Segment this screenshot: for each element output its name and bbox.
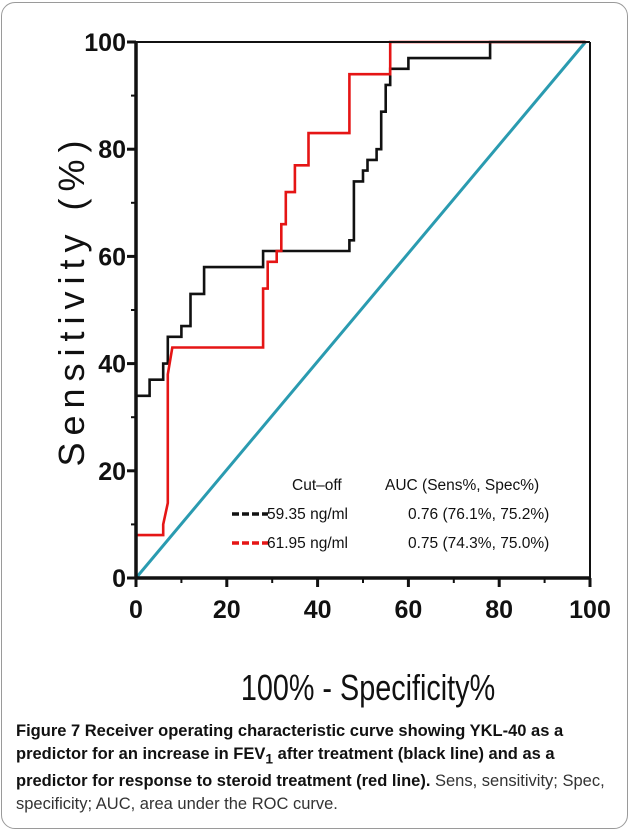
caption-title: Figure 7 Receiver operating characterist… [16, 722, 564, 791]
y-tick-label: 80 [98, 136, 126, 164]
x-tick-label: 0 [129, 596, 143, 624]
y-tick-label: 0 [112, 565, 126, 593]
x-tick-label: 20 [213, 596, 241, 624]
series-line-0 [136, 40, 586, 398]
y-tick-label: 20 [98, 458, 126, 486]
legend-auc-red: 0.75 (74.3%, 75.0%) [408, 535, 549, 552]
legend-cutoff-black: 59.35 ng/ml [267, 506, 348, 523]
caption-note: Sens, sensitivity; Spec, specificity; AU… [16, 772, 605, 814]
x-tick-label: 80 [485, 596, 513, 624]
figure-caption: Figure 7 Receiver operating characterist… [16, 720, 616, 816]
y-tick-label: 40 [98, 351, 126, 379]
legend-header-auc: AUC (Sens%, Spec%) [385, 477, 539, 494]
x-tick-label: 60 [394, 596, 422, 624]
x-tick-label: 100 [569, 596, 611, 624]
series-line-2 [134, 41, 587, 579]
y-tick-label: 60 [98, 243, 126, 271]
legend-header-cutoff: Cut–off [292, 477, 342, 494]
y-axis-title: Sensitivity (%) [51, 133, 92, 466]
x-axis-title: 100% - Specificity% [241, 667, 495, 708]
legend: Cut–off AUC (Sens%, Spec%) 59.35 ng/ml 0… [232, 477, 549, 552]
legend-cutoff-red: 61.95 ng/ml [267, 535, 348, 552]
x-tick-label: 40 [304, 596, 332, 624]
legend-auc-black: 0.76 (76.1%, 75.2%) [408, 506, 549, 523]
roc-chart: 0 20 40 60 80 100 0 20 40 60 80 100 100% - Specific… [51, 29, 611, 708]
series-line-1 [136, 40, 586, 537]
y-tick-label: 100 [84, 29, 126, 57]
